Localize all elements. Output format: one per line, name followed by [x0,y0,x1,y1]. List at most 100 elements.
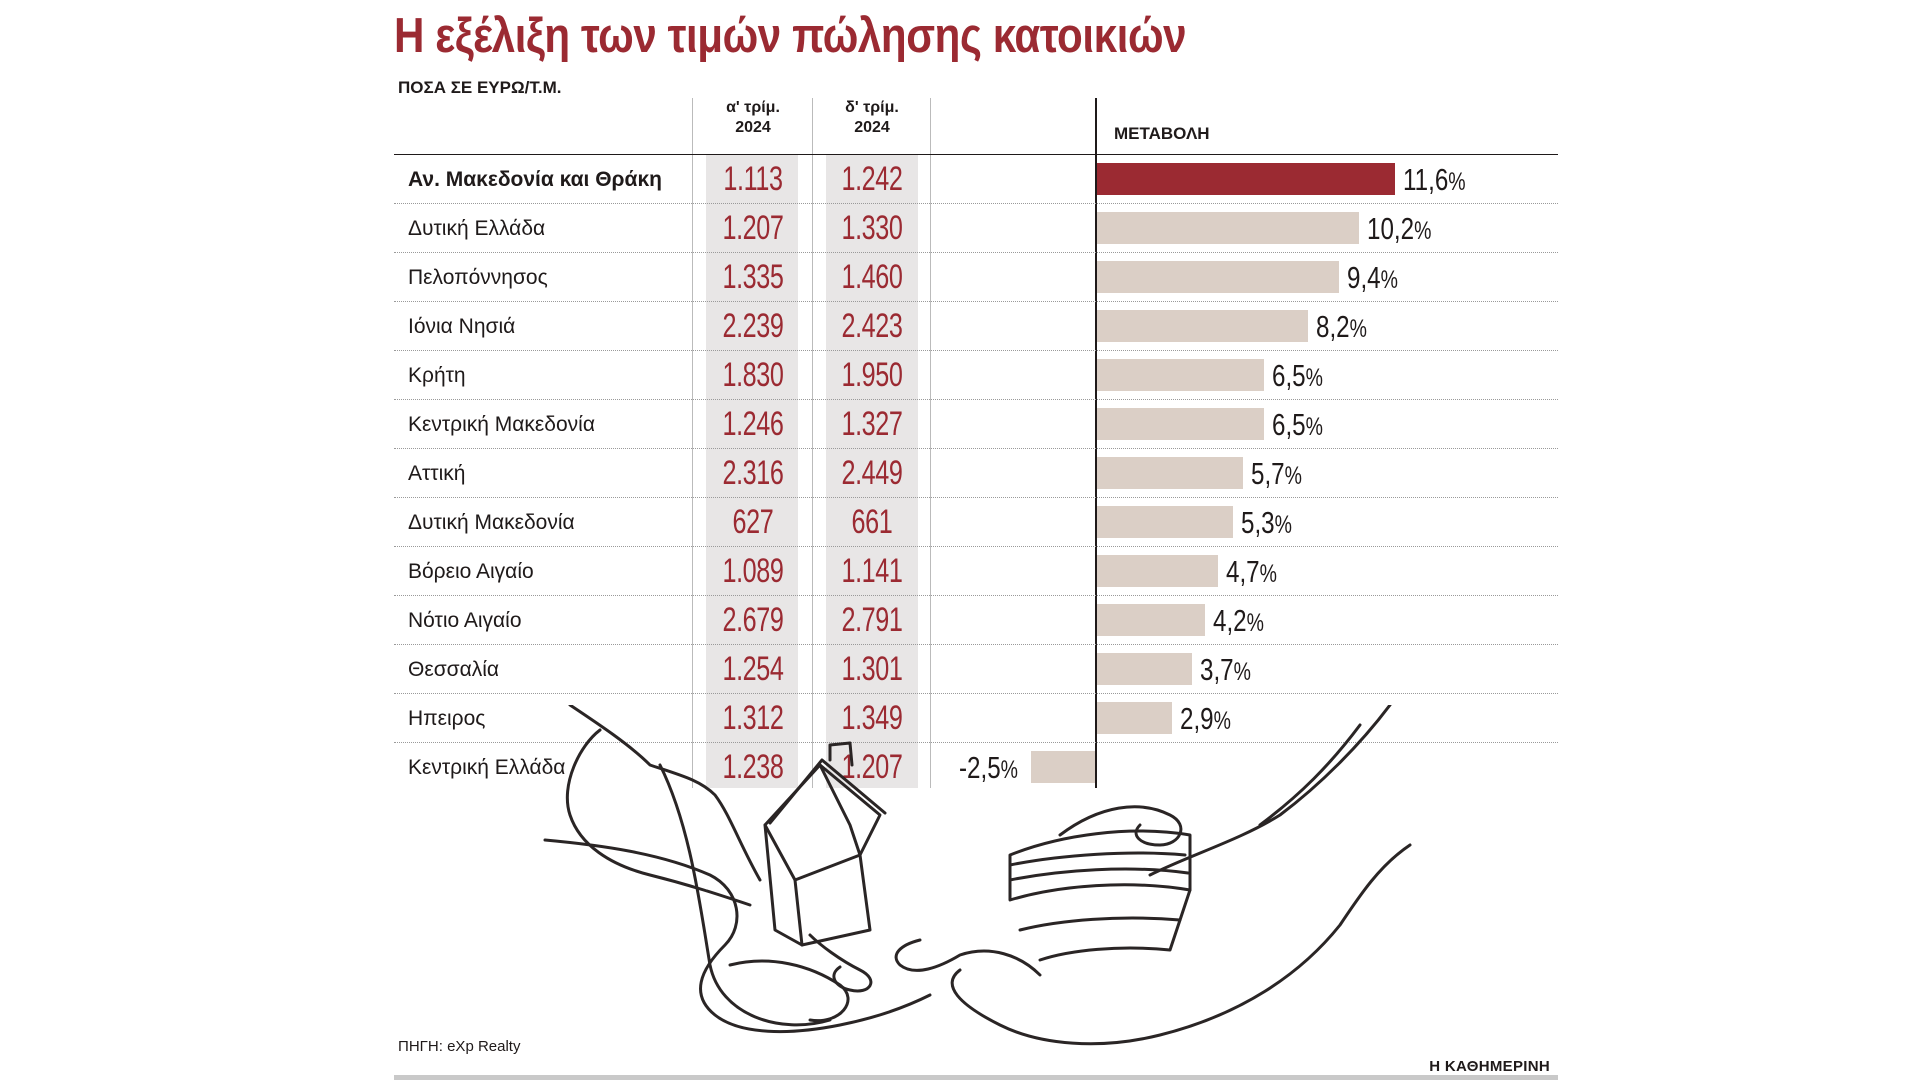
q4-price: 661 [851,503,893,541]
change-column-header: ΜΕΤΑΒΟΛΗ [1114,124,1210,143]
change-value-label: 11,6% [1403,155,1466,204]
row-separator [394,252,1558,253]
change-bar [1097,359,1265,391]
percent-sign: % [1448,168,1466,196]
change-value: 6,5 [1272,407,1306,442]
row-separator [394,497,1558,498]
percent-sign: % [1305,413,1324,441]
row-separator [394,693,1558,694]
change-value-label: 5,3% [1241,498,1292,547]
region-label: Δυτική Μακεδονία [408,511,575,534]
change-value-label: 8,2% [1316,302,1367,351]
change-value-label: 4,2% [1213,596,1264,645]
change-value-label: 3,7% [1200,645,1251,694]
row-separator [394,399,1558,400]
row-separator [394,448,1558,449]
q1-price: 1.113 [723,160,783,198]
change-value: 4,7 [1225,554,1260,589]
change-value: 6,5 [1272,358,1306,393]
percent-sign: % [1213,707,1231,735]
q4-column-shade [826,154,918,788]
q4-price: 2.449 [841,454,903,492]
change-bar [1097,261,1339,293]
change-value: 10,2 [1367,211,1415,246]
change-value-label: 5,7% [1251,449,1302,498]
header-rule [394,154,1558,155]
q4-price: 1.950 [841,356,903,394]
footer-rule [394,1075,1558,1080]
q1-price: 2.679 [722,601,784,639]
q4-price: 1.330 [841,209,903,247]
region-label: Ιόνια Νησιά [408,315,516,338]
table-row: Νότιο Αιγαίο 2.679 2.791 4,2% [394,596,1558,645]
percent-sign: % [1233,658,1252,686]
region-label: Πελοπόννησος [408,266,548,289]
change-bar [1097,408,1265,440]
change-value-label: 4,7% [1226,547,1277,596]
table-row: Κρήτη 1.830 1.950 6,5% [394,351,1558,400]
negative-change-bar [1030,751,1095,783]
table-row: Ιόνια Νησιά 2.239 2.423 8,2% [394,302,1558,351]
row-separator [394,301,1558,302]
q1-price: 1.335 [722,258,784,296]
table-row: Πελοπόννησος 1.335 1.460 9,4% [394,253,1558,302]
region-label: Ηπειρος [408,707,486,730]
change-value-label: 6,5% [1272,351,1323,400]
change-bar [1097,310,1308,342]
row-separator [394,644,1558,645]
change-value: 9,4 [1346,260,1381,295]
q4-price: 1.242 [841,160,903,198]
table-row: Δυτική Ελλάδα 1.207 1.330 10,2% [394,204,1558,253]
table-row: Αττική 2.316 2.449 5,7% [394,449,1558,498]
table-row: Δυτική Μακεδονία 627 661 5,3% [394,498,1558,547]
change-bar [1097,555,1218,587]
q1-price: 627 [732,503,774,541]
percent-sign: % [1000,756,1018,784]
percent-sign: % [1380,266,1398,294]
change-bar [1097,702,1172,734]
table-row: Ηπειρος 1.312 1.349 2,9% [394,694,1558,743]
percent-sign: % [1274,511,1293,539]
q1-price: 2.316 [722,454,784,492]
change-value: 2,9 [1179,701,1214,736]
row-separator [394,546,1558,547]
row-separator [394,595,1558,596]
change-bar [1097,506,1234,538]
region-label: Δυτική Ελλάδα [408,217,546,240]
change-value-label: 6,5% [1272,400,1323,449]
column-divider [692,98,693,788]
change-bar [1097,163,1396,195]
row-separator [394,350,1558,351]
region-label: Νότιο Αιγαίο [408,609,522,632]
change-bar [1097,604,1205,636]
column-divider [812,98,813,788]
row-separator [394,742,1558,743]
table-row: Βόρειο Αιγαίο 1.089 1.141 4,7% [394,547,1558,596]
change-value-label: 10,2% [1367,204,1431,253]
q4-price: 1.141 [841,552,903,590]
q4-price: 2.423 [841,307,903,345]
region-label: Αττική [408,462,466,485]
publisher-brand: Η ΚΑΘΗΜΕΡΙΝΗ [1429,1058,1550,1075]
q1-price: 1.312 [722,699,784,737]
change-value-label: 2,9% [1180,694,1231,743]
change-value-label: 9,4% [1347,253,1398,302]
bar-axis-baseline [1095,98,1097,788]
table-row: Θεσσαλία 1.254 1.301 3,7% [394,645,1558,694]
percent-sign: % [1285,462,1303,490]
hands-house-money-illustration [543,705,1412,1046]
percent-sign: % [1414,217,1432,245]
q1-column-header: α' τρίμ. 2024 [726,99,780,136]
change-value-label: -2,5% [959,743,1018,792]
change-bar [1097,457,1244,489]
change-value: 8,2 [1315,309,1350,344]
q1-price: 1.246 [722,405,784,443]
unit-subtitle: ΠΟΣΑ ΣΕ ΕΥΡΩ/Τ.Μ. [398,78,562,97]
region-label: Κεντρική Μακεδονία [408,413,595,436]
change-value: 11,6 [1403,162,1449,197]
q1-price: 2.239 [722,307,784,345]
percent-sign: % [1349,315,1367,343]
percent-sign: % [1246,609,1264,637]
q1-price: 1.254 [722,650,784,688]
change-bar [1097,212,1360,244]
